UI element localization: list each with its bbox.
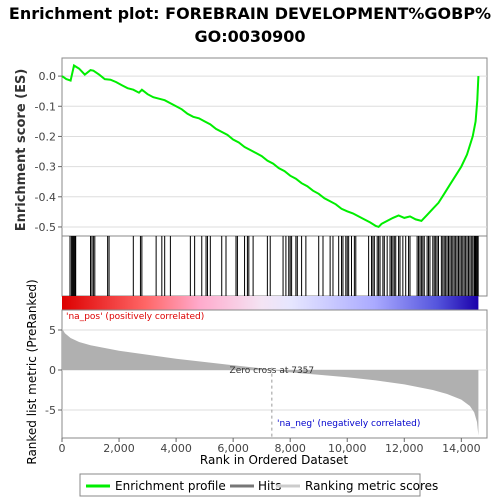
x-tick-label: 8,000 <box>274 442 306 455</box>
legend-item-hits: Hits <box>230 479 281 493</box>
es-y-tick-label: -0.5 <box>35 221 56 234</box>
legend-label-enrichment: Enrichment profile <box>115 479 226 493</box>
na-neg-annotation: 'na_neg' (negatively correlated) <box>277 419 420 429</box>
x-tick-label: 4,000 <box>160 442 192 455</box>
x-tick-label: 6,000 <box>217 442 249 455</box>
x-tick-label: 12,000 <box>385 442 424 455</box>
metric-y-axis: 5 0 -5 <box>45 324 62 417</box>
es-y-tick-label: -0.1 <box>35 100 56 113</box>
x-axis-title: Rank in Ordered Dataset <box>200 453 348 467</box>
metric-y-axis-title: Ranked list metric (PreRanked) <box>25 279 39 464</box>
metric-x-axis: 0 2,000 4,000 6,000 8,000 10,000 12,000 14,000 <box>59 438 481 455</box>
metric-y-tick-label: -5 <box>45 404 56 417</box>
chart-title-line-1: Enrichment plot: FOREBRAIN DEVELOPMENT%G… <box>9 4 491 23</box>
zero-cross-annotation: Zero cross at 7357 <box>230 366 315 376</box>
es-y-axis-title: Enrichment score (ES) <box>14 69 29 232</box>
legend-label-hits: Hits <box>258 479 281 493</box>
x-tick-label: 10,000 <box>328 442 367 455</box>
legend-label-ranking: Ranking metric scores <box>305 479 438 493</box>
ranked-metric-area <box>62 328 479 436</box>
legend-item-ranking: Ranking metric scores <box>276 479 438 493</box>
es-y-tick-label: 0.0 <box>39 70 57 83</box>
es-y-tick-label: -0.2 <box>35 130 56 143</box>
metric-y-tick-label: 0 <box>49 364 56 377</box>
hits-markers <box>69 236 479 296</box>
metric-y-tick-label: 5 <box>49 324 56 337</box>
chart-title-line-2: GO:0030900 <box>194 27 305 46</box>
enrichment-profile-line <box>61 63 480 229</box>
x-tick-label: 0 <box>59 442 66 455</box>
x-tick-label: 14,000 <box>442 442 481 455</box>
legend-item-enrichment: Enrichment profile <box>86 479 226 493</box>
es-panel-frame <box>61 57 488 237</box>
es-y-axis: 0.0 -0.1 -0.2 -0.3 -0.4 -0.5 <box>35 70 62 234</box>
ranking-heatmap-bar <box>62 296 479 310</box>
es-grid <box>62 75 487 228</box>
es-y-tick-label: -0.4 <box>35 191 56 204</box>
na-pos-annotation: 'na_pos' (positively correlated) <box>66 312 204 322</box>
es-y-tick-label: -0.3 <box>35 161 56 174</box>
x-tick-label: 2,000 <box>103 442 135 455</box>
